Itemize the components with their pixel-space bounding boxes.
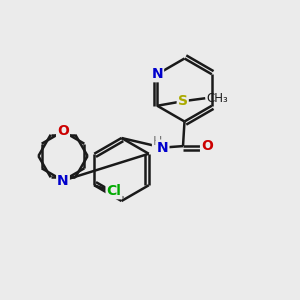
Text: Cl: Cl bbox=[106, 184, 122, 198]
Text: CH₃: CH₃ bbox=[207, 92, 229, 105]
Text: N: N bbox=[152, 67, 163, 81]
Text: H: H bbox=[152, 135, 162, 148]
Text: O: O bbox=[57, 124, 69, 138]
Text: N: N bbox=[157, 141, 168, 154]
Text: O: O bbox=[201, 139, 213, 153]
Text: N: N bbox=[57, 174, 69, 188]
Text: S: S bbox=[178, 94, 188, 108]
